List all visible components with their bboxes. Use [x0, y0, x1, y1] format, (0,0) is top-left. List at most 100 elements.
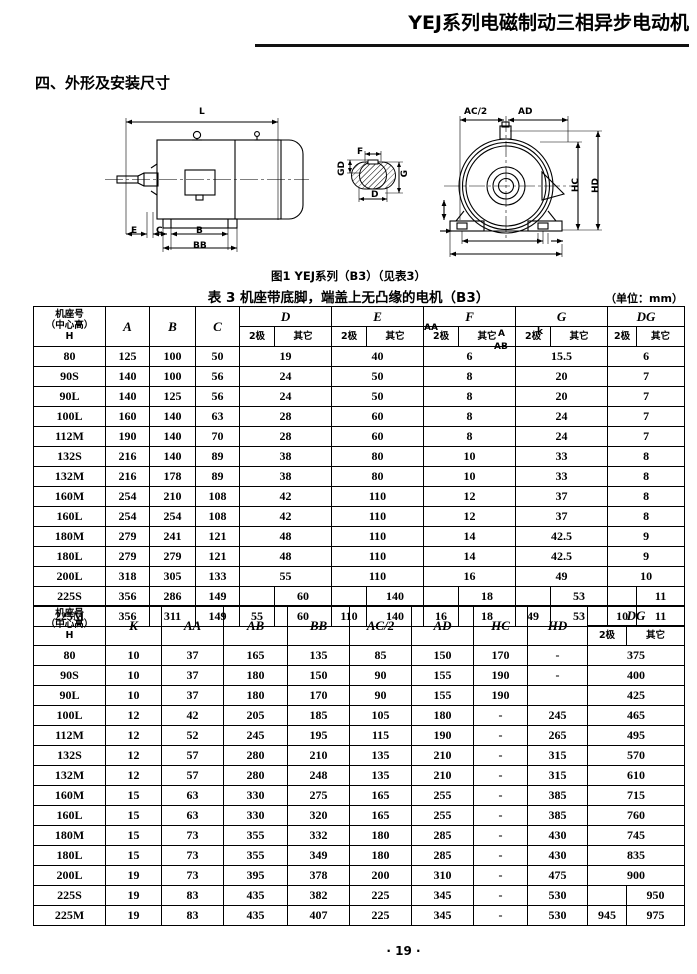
table-row: 225S 356 286 149 60 140 18 53 11	[33, 586, 686, 607]
table4-sub-DG-other: 其它	[626, 625, 685, 646]
page-footer: · 19 ·	[0, 944, 697, 958]
table-row: 90L 140 125 56 24 50 8 20 7	[33, 386, 686, 407]
row-header-line-2: （中心高）	[45, 619, 94, 631]
cell-AA: 52	[161, 725, 224, 746]
cell-frame-size: 132M	[33, 466, 106, 487]
row-header-line-1: 机座号	[55, 608, 84, 620]
cell-frame-size: 200L	[33, 865, 106, 886]
cell-BB: 275	[287, 785, 350, 806]
cell-G: 37	[515, 506, 609, 527]
cell-F: 8	[423, 386, 517, 407]
cell-D: 24	[238, 386, 333, 407]
cell-B: 140	[149, 406, 196, 427]
table-row: 112M 190 140 70 28 60 8 24 7	[33, 426, 686, 447]
cell-AB: 205	[223, 705, 288, 726]
cell-K: 10	[105, 645, 162, 666]
cell-HC: -	[473, 845, 528, 866]
cell-frame-size: 90L	[33, 685, 106, 706]
cell-K: 19	[105, 905, 162, 926]
cell-AD: 210	[411, 745, 474, 766]
table3-sub-D-2pole: 2极	[239, 326, 275, 347]
dimension-label-F: F	[357, 147, 364, 157]
cell-HD: 315	[527, 745, 588, 766]
cell-DG: 425	[587, 685, 685, 706]
cell-frame-size: 180M	[33, 526, 106, 547]
cell-G: 42.5	[515, 526, 609, 547]
cell-C: 121	[195, 546, 240, 567]
cell-frame-size: 180L	[33, 845, 106, 866]
cell-F-2pole	[423, 586, 460, 607]
cell-frame-size: 132S	[33, 446, 106, 467]
cell-DG-2pole: 945	[587, 905, 627, 926]
row-header-line-1: 机座号	[55, 309, 84, 321]
dimension-label-D: D	[371, 190, 379, 200]
cell-DG-2pole	[587, 885, 627, 906]
cell-HC: -	[473, 725, 528, 746]
cell-HD: 385	[527, 785, 588, 806]
table-row: 180L 15 73 355 349 180 285-430 835	[33, 845, 685, 866]
cell-BB: 332	[287, 825, 350, 846]
cell-F: 16	[423, 566, 517, 587]
cell-HC: -	[473, 705, 528, 726]
cell-C: 133	[195, 566, 240, 587]
table4-col-AD: AD	[411, 605, 474, 646]
cell-D: 38	[238, 466, 333, 487]
cell-AD: 155	[411, 685, 474, 706]
table3-caption: 表 3 机座带底脚，端盖上无凸缘的电机（B3）	[207, 290, 490, 306]
table3-col-A: A	[105, 306, 150, 347]
cell-AC2: 135	[349, 745, 412, 766]
cell-AB: 280	[223, 745, 288, 766]
cell-A: 279	[105, 546, 150, 567]
cell-E: 80	[331, 446, 425, 467]
cell-AA: 63	[161, 785, 224, 806]
cell-F: 14	[423, 526, 517, 547]
table-row: 132M 12 57 280 248 135 210-315 610	[33, 765, 685, 786]
cell-B: 241	[149, 526, 196, 547]
cell-E: 110	[331, 566, 425, 587]
shaft-section-drawing	[347, 151, 403, 202]
cell-AB: 435	[223, 905, 288, 926]
cell-D: 42	[238, 506, 333, 527]
table-row: 112M 12 52 245 195 115 190-265 495	[33, 725, 685, 746]
table-row: 90S 10 37 180 150 90 155 190-400	[33, 665, 685, 686]
cell-G: 37	[515, 486, 609, 507]
cell-HD	[527, 685, 588, 706]
cell-A: 216	[105, 446, 150, 467]
cell-B: 125	[149, 386, 196, 407]
cell-AD: 150	[411, 645, 474, 666]
cell-AA: 42	[161, 705, 224, 726]
cell-E: 110	[331, 506, 425, 527]
dimension-label-BB: BB	[193, 241, 207, 251]
cell-AB: 330	[223, 805, 288, 826]
cell-AC2: 180	[349, 845, 412, 866]
cell-DG: 7	[607, 426, 686, 447]
cell-B: 210	[149, 486, 196, 507]
cell-D: 55	[238, 566, 333, 587]
cell-AC2: 105	[349, 705, 412, 726]
cell-G: 42.5	[515, 546, 609, 567]
cell-DG: 9	[607, 546, 686, 567]
cell-DG-2pole	[607, 586, 638, 607]
table4-col-DG: DG	[587, 605, 685, 626]
cell-A: 216	[105, 466, 150, 487]
cell-D: 38	[238, 446, 333, 467]
cell-BB: 195	[287, 725, 350, 746]
header-rule	[255, 44, 689, 47]
cell-HD: -	[527, 645, 588, 666]
row-header-line-3: H	[65, 330, 74, 342]
cell-HC: -	[473, 885, 528, 906]
cell-AB: 280	[223, 765, 288, 786]
cell-E: 80	[331, 466, 425, 487]
cell-DG-other: 11	[636, 586, 686, 607]
table-row: 80 10 37 165 135 85 150 170-375	[33, 645, 685, 666]
cell-HD: 245	[527, 705, 588, 726]
cell-DG: 7	[607, 366, 686, 387]
cell-D-other: 60	[273, 586, 333, 607]
cell-HD: 530	[527, 905, 588, 926]
side-view-drawing	[105, 118, 309, 252]
cell-frame-size: 90L	[33, 386, 106, 407]
cell-DG: 465	[587, 705, 685, 726]
table-row: 90S 140 100 56 24 50 8 20 7	[33, 366, 686, 387]
table3-col-G: G	[515, 306, 609, 327]
cell-AC2: 90	[349, 685, 412, 706]
